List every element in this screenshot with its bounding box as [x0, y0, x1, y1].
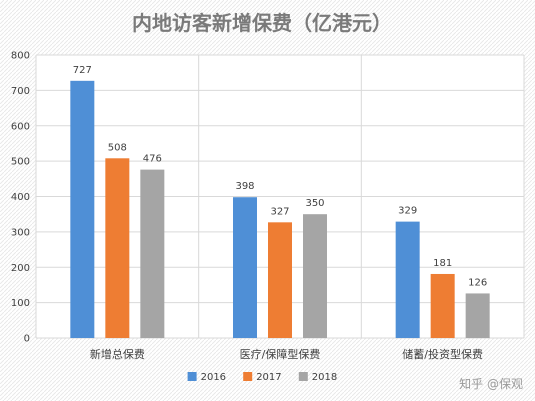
category-label: 医疗/保障型保费 — [240, 347, 321, 361]
watermark: 知乎 @保观 — [459, 377, 523, 391]
y-tick-label: 200 — [11, 263, 30, 274]
data-label: 350 — [305, 198, 324, 209]
y-tick-label: 800 — [11, 51, 30, 62]
bar-2018-1 — [303, 214, 327, 338]
legend-label-2016: 2016 — [201, 372, 226, 383]
data-label: 508 — [108, 142, 127, 153]
legend-label-2018: 2018 — [312, 372, 337, 383]
data-label: 329 — [398, 206, 417, 217]
bars — [70, 80, 490, 338]
bar-2017-1 — [268, 222, 292, 338]
y-tick-label: 300 — [11, 227, 30, 238]
x-axis: 新增总保费 医疗/保障型保费 储蓄/投资型保费 — [90, 347, 483, 361]
y-tick-label: 400 — [11, 192, 30, 203]
category-label: 储蓄/投资型保费 — [402, 347, 483, 361]
data-label: 476 — [143, 154, 162, 165]
bar-2017-2 — [430, 273, 455, 338]
data-label: 727 — [73, 65, 92, 76]
legend: 2016 2017 2018 — [187, 372, 337, 383]
bar-2016-1 — [233, 197, 257, 338]
bar-2017-0 — [105, 158, 130, 338]
bar-2016-2 — [395, 221, 420, 338]
legend-swatch-2016 — [187, 372, 197, 381]
y-tick-label: 600 — [11, 121, 30, 132]
bar-2016-0 — [70, 80, 95, 338]
data-label: 398 — [235, 181, 254, 192]
bar-2018-2 — [465, 293, 490, 338]
bar-2018-0 — [140, 169, 165, 338]
legend-label-2017: 2017 — [256, 372, 281, 383]
y-tick-label: 0 — [24, 334, 30, 345]
y-tick-label: 500 — [11, 157, 30, 168]
chart-title: 内地访客新增保费（亿港元） — [132, 11, 392, 35]
legend-swatch-2017 — [243, 372, 253, 381]
data-labels: 727 508 476 398 327 350 329 181 126 — [73, 65, 487, 289]
legend-swatch-2018 — [298, 372, 308, 381]
category-label: 新增总保费 — [90, 347, 145, 361]
y-tick-label: 700 — [11, 86, 30, 97]
y-tick-label: 100 — [11, 298, 30, 309]
y-axis: 0 100 200 300 400 500 600 700 800 — [11, 51, 30, 345]
data-label: 181 — [433, 258, 452, 269]
data-label: 327 — [270, 206, 289, 217]
data-label: 126 — [468, 277, 487, 288]
